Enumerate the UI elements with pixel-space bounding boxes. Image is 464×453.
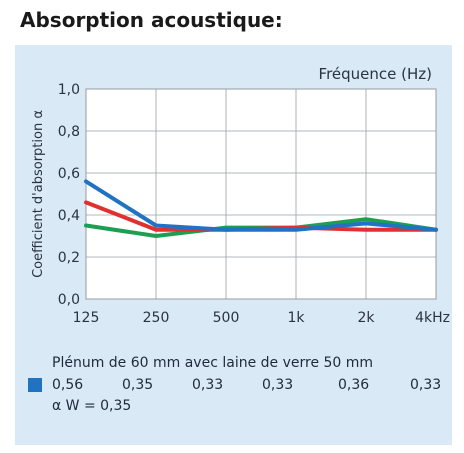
series-line-0 [84, 179, 438, 232]
chart-title: Absorption acoustique: [20, 8, 283, 32]
x-tick-label: 2k [357, 310, 375, 326]
legend-value-250: 0,35 [122, 377, 154, 393]
y-tick-label: 0,0 [58, 292, 80, 308]
legend-value-125: 0,56 [52, 377, 84, 393]
legend-value-2k: 0,36 [338, 377, 370, 393]
y-tick-label: 0,2 [58, 250, 80, 266]
legend-title: Plénum de 60 mm avec laine de verre 50 m… [52, 355, 374, 371]
y-tick-label: 0,6 [58, 166, 80, 182]
legend-value-500: 0,33 [192, 377, 224, 393]
x-tick-label: 1k [287, 310, 305, 326]
y-tick-label: 1,0 [58, 82, 80, 98]
series-lines [84, 179, 438, 238]
alpha-w-value: α W = 0,35 [52, 398, 132, 414]
legend-row: 0,56 0,35 0,33 0,33 0,36 0,33 [28, 375, 448, 397]
legend-swatch [28, 378, 42, 392]
y-tick-labels: 0,0 0,2 0,4 0,6 0,8 1,0 [58, 82, 80, 308]
grid [85, 88, 437, 300]
plot-area [85, 88, 437, 300]
x-tick-label: 250 [143, 310, 170, 326]
x-tick-labels: 125 250 500 1k 2k 4kHz [73, 310, 450, 326]
legend-value-1k: 0,33 [262, 377, 294, 393]
legend-value-4k: 0,33 [410, 377, 442, 393]
y-tick-label: 0,8 [58, 124, 80, 140]
y-axis-label: Coefficient d'absorption α [31, 110, 46, 278]
y-tick-label: 0,4 [58, 208, 80, 224]
x-tick-label: 125 [73, 310, 100, 326]
x-axis-label: Fréquence (Hz) [319, 65, 432, 83]
x-tick-label: 500 [213, 310, 240, 326]
x-tick-label: 4kHz [415, 310, 450, 326]
